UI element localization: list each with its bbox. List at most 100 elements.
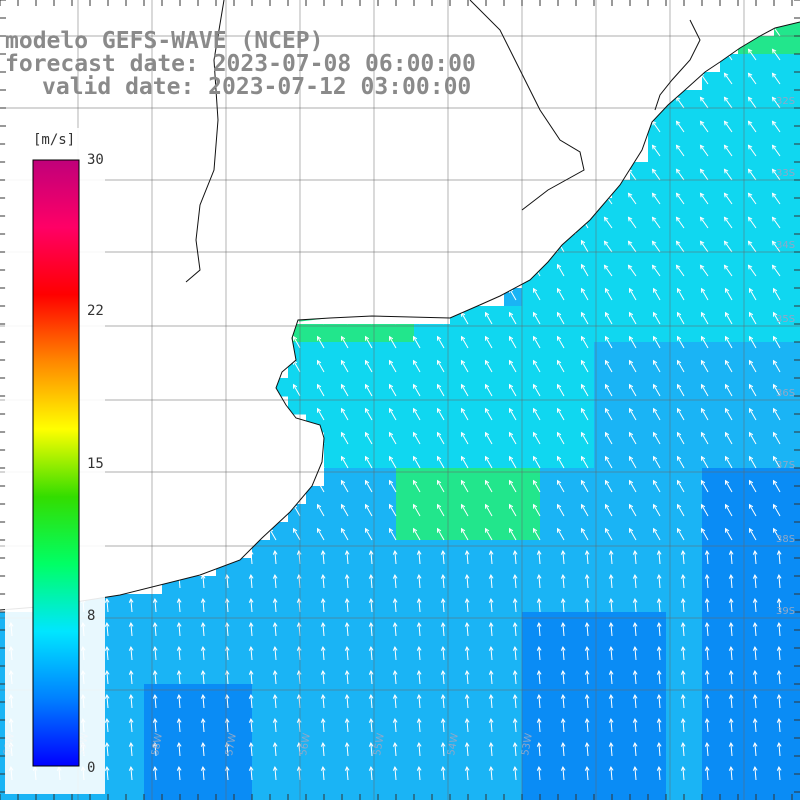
sea-cell [684, 576, 703, 595]
wind-arrow-head [676, 503, 682, 509]
wind-arrow [701, 480, 709, 493]
sea-cell [522, 450, 541, 469]
sea-cell [576, 702, 595, 721]
wind-arrow [490, 742, 493, 757]
sea-cell [594, 558, 613, 577]
sea-cell [756, 630, 775, 649]
sea-cell [666, 702, 685, 721]
sea-cell [612, 504, 631, 523]
sea-cell [558, 432, 577, 451]
sea-cell [360, 360, 379, 379]
sea-cell [684, 252, 703, 271]
wind-arrow [562, 766, 565, 781]
coastline [0, 0, 800, 611]
sea-cell [666, 108, 685, 127]
sea-cell [144, 720, 163, 739]
wind-arrow [604, 241, 613, 253]
sea-cell [234, 774, 253, 793]
wind-arrow-head [560, 621, 566, 627]
sea-cell [468, 414, 487, 433]
sea-cell [792, 324, 800, 343]
wind-arrow-head [272, 741, 278, 747]
wind-arrow [562, 742, 565, 757]
wind-arrow [365, 432, 373, 445]
wind-arrow [754, 598, 757, 613]
wind-arrow-head [460, 479, 466, 485]
sea-cell [342, 666, 361, 685]
sea-cell [540, 288, 559, 307]
sea-cell [432, 432, 451, 451]
wind-arrow-head [532, 311, 538, 317]
wind-arrow [274, 766, 277, 781]
wind-arrow-head [368, 669, 374, 675]
wind-arrow [106, 670, 109, 685]
wind-arrow-head [296, 765, 302, 771]
wind-arrow-head [772, 383, 778, 389]
wind-arrow-head [292, 383, 298, 389]
sea-cell [108, 702, 127, 721]
sea-cell [774, 216, 793, 235]
wind-arrow-head [320, 717, 326, 723]
sea-cell [684, 108, 703, 127]
wind-arrow-head [628, 383, 634, 389]
wind-arrow [341, 480, 349, 493]
wind-arrow-head [580, 479, 586, 485]
wind-arrow-head [776, 717, 782, 723]
sea-cell [378, 756, 397, 775]
wind-arrow [514, 598, 517, 613]
sea-cell [558, 468, 577, 487]
wind-arrow [341, 432, 349, 445]
sea-cell [774, 162, 793, 181]
wind-arrow [490, 598, 493, 613]
sea-cell [666, 180, 685, 199]
sea-cell [612, 540, 631, 559]
sea-cell [720, 702, 739, 721]
wind-arrow-head [724, 479, 730, 485]
wind-arrow [581, 264, 589, 277]
wind-arrow [437, 336, 445, 349]
sea-cell [414, 756, 433, 775]
wind-arrow [628, 265, 637, 277]
sea-cell [504, 396, 523, 415]
wind-arrow [346, 622, 349, 637]
wind-arrow [653, 312, 661, 325]
sea-cell [702, 198, 721, 217]
sea-cell [414, 648, 433, 667]
sea-cell [774, 36, 793, 55]
sea-cell [774, 774, 793, 793]
sea-cell [738, 324, 757, 343]
sea-cell [504, 630, 523, 649]
sea-cell [648, 468, 667, 487]
sea-cell [486, 378, 505, 397]
wind-arrow-head [176, 597, 182, 603]
sea-cell [612, 252, 631, 271]
sea-cell [252, 648, 271, 667]
sea-cell [432, 540, 451, 559]
wind-arrow-head [436, 335, 442, 341]
sea-cell [522, 432, 541, 451]
sea-cell [108, 612, 127, 631]
wind-arrow [772, 49, 781, 61]
sea-cell [792, 342, 800, 361]
wind-arrow [706, 550, 709, 565]
wind-arrow-head [416, 573, 422, 579]
sea-cell [486, 702, 505, 721]
wind-arrow [773, 432, 781, 445]
wind-arrow-head [580, 431, 586, 437]
sea-cell [630, 450, 649, 469]
wind-arrow-head [632, 549, 638, 555]
sea-cell [630, 378, 649, 397]
wind-arrow-head [340, 311, 346, 317]
wind-arrow-head [771, 96, 777, 102]
wind-arrow-head [440, 573, 446, 579]
wind-arrow-head [176, 693, 182, 699]
wind-arrow-head [656, 717, 662, 723]
wind-arrow [725, 288, 733, 301]
sea-cell [666, 234, 685, 253]
sea-cell [594, 522, 613, 541]
wind-arrow-head [560, 549, 566, 555]
sea-cell [306, 792, 325, 804]
sea-cell [414, 702, 433, 721]
sea-cell [396, 576, 415, 595]
sea-cell [378, 648, 397, 667]
